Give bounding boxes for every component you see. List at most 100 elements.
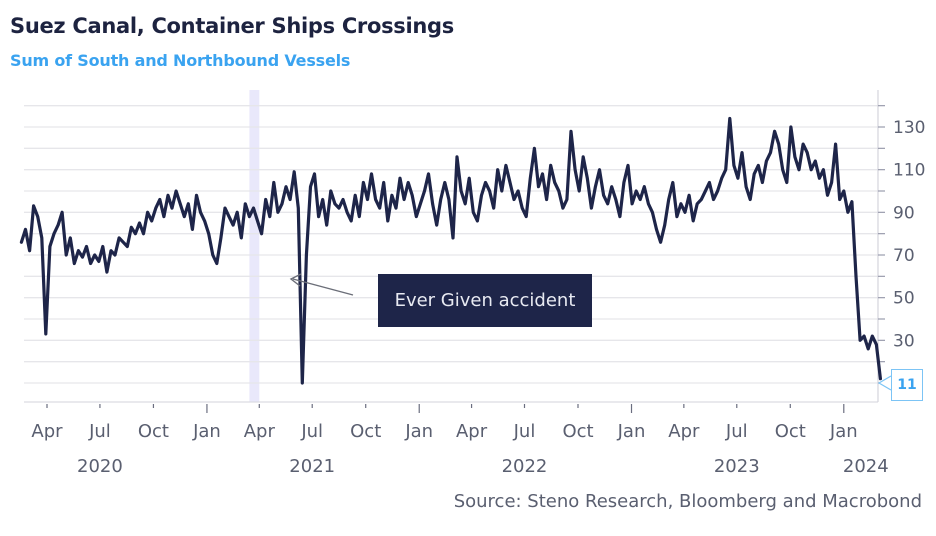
data-point xyxy=(45,333,47,335)
data-point xyxy=(281,203,283,205)
data-point xyxy=(786,181,788,184)
data-point xyxy=(163,215,165,218)
data-point xyxy=(737,177,739,179)
data-point xyxy=(212,254,214,256)
x-tick-label: Jul xyxy=(300,421,323,442)
data-point xyxy=(729,117,731,120)
data-point xyxy=(334,203,336,205)
data-point xyxy=(24,228,27,231)
data-point xyxy=(663,224,666,226)
data-point xyxy=(460,190,462,192)
data-point xyxy=(346,211,348,214)
data-point xyxy=(301,382,304,384)
x-tick-label: Apr xyxy=(244,421,276,442)
data-point xyxy=(619,215,621,218)
data-point xyxy=(826,194,829,197)
data-point xyxy=(781,168,784,171)
data-point xyxy=(69,237,72,239)
data-point xyxy=(464,203,467,205)
data-point xyxy=(435,224,438,226)
data-point xyxy=(684,211,686,214)
y-tick-label: 90 xyxy=(893,203,915,223)
data-point xyxy=(191,228,194,231)
annotation-ever-given: Ever Given accident xyxy=(378,274,592,327)
data-point xyxy=(362,181,365,184)
data-point xyxy=(610,185,613,188)
x-year-label: 2021 xyxy=(289,456,335,477)
data-point xyxy=(248,215,251,218)
data-point xyxy=(252,207,255,209)
data-point xyxy=(716,190,719,192)
data-point xyxy=(98,260,100,263)
data-point xyxy=(484,181,487,184)
x-tick-label: Oct xyxy=(775,421,806,442)
data-point xyxy=(704,190,707,192)
data-point xyxy=(635,190,637,192)
data-point xyxy=(395,207,397,209)
data-point xyxy=(273,181,275,184)
data-point xyxy=(325,224,328,226)
data-point xyxy=(53,232,55,235)
data-point xyxy=(171,207,173,209)
data-point xyxy=(830,181,833,184)
data-point xyxy=(851,200,853,203)
data-point xyxy=(545,198,548,201)
data-point xyxy=(468,177,471,179)
data-point xyxy=(720,177,723,179)
data-point xyxy=(354,194,357,197)
data-point xyxy=(32,205,35,207)
data-point xyxy=(765,160,768,162)
data-point xyxy=(207,232,210,235)
data-point xyxy=(57,224,59,226)
data-point xyxy=(407,181,410,184)
data-point xyxy=(794,156,796,158)
data-point xyxy=(505,164,507,167)
data-point xyxy=(411,194,414,197)
data-point xyxy=(444,181,446,184)
data-point xyxy=(667,198,670,201)
data-point xyxy=(452,237,454,239)
data-point xyxy=(216,262,218,265)
data-point xyxy=(244,203,247,205)
data-point xyxy=(77,249,80,252)
data-point xyxy=(399,177,401,179)
data-point xyxy=(81,256,84,258)
data-point xyxy=(488,190,491,192)
data-point xyxy=(277,211,279,214)
data-point xyxy=(199,211,202,214)
data-point xyxy=(814,160,817,162)
data-point xyxy=(439,198,442,201)
x-tick-label: Jan xyxy=(829,421,858,442)
data-point xyxy=(712,198,715,201)
data-point xyxy=(102,245,104,248)
data-point xyxy=(321,198,324,201)
y-tick-label: 50 xyxy=(893,289,915,309)
data-point xyxy=(802,143,804,145)
data-point xyxy=(574,168,576,171)
data-point xyxy=(761,181,764,184)
data-point xyxy=(651,211,654,214)
data-point xyxy=(338,207,340,209)
data-point xyxy=(297,207,300,209)
data-point xyxy=(183,215,186,218)
data-point xyxy=(106,271,108,273)
data-point xyxy=(708,181,711,184)
data-point xyxy=(456,156,458,158)
data-point xyxy=(350,220,353,222)
data-point xyxy=(843,190,845,192)
x-year-label: 2020 xyxy=(77,456,123,477)
data-point xyxy=(553,181,556,184)
data-point xyxy=(415,215,418,218)
data-point xyxy=(85,245,88,248)
data-point xyxy=(317,215,320,218)
x-tick-label: Jul xyxy=(725,421,748,442)
data-point xyxy=(358,215,361,218)
data-point xyxy=(834,143,837,145)
data-point xyxy=(753,173,755,175)
data-point xyxy=(122,241,124,243)
data-point xyxy=(777,143,780,145)
data-point xyxy=(578,190,580,192)
data-point xyxy=(631,203,633,205)
data-point xyxy=(285,185,287,188)
data-point xyxy=(586,177,589,179)
